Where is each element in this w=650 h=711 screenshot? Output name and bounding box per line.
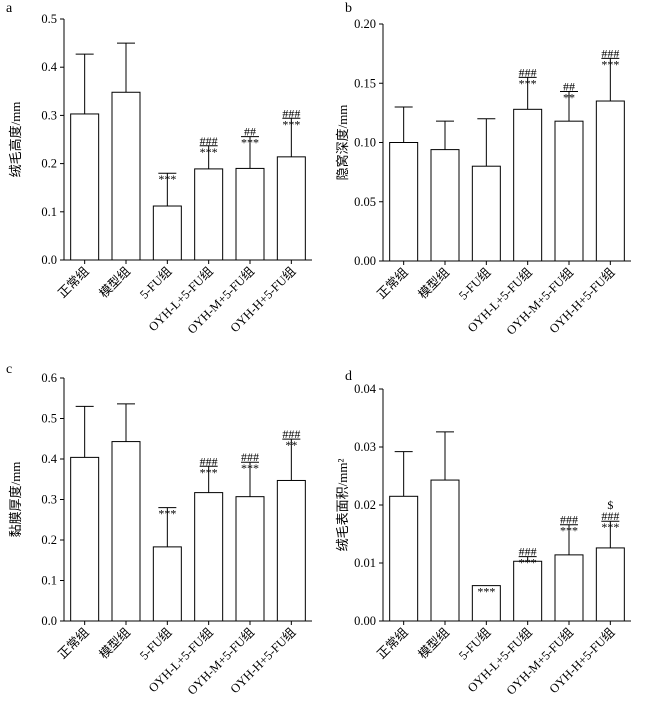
panel-b-significance-label: ### [601, 46, 619, 60]
panel-a-bar [235, 167, 265, 261]
panel-c-ytick-label: 0.1 [41, 574, 57, 588]
panel-c: c 0.0 0.1 0.2 0.3 0.4 0.5 0.6 黏膜厚度/mm 正常组 模型组 *** 5-… [6, 362, 312, 698]
panel-d-ytick-label: 0.04 [354, 382, 377, 396]
panel-a-ytick-label: 0.1 [41, 205, 57, 219]
panel-b-significance-label: ## [563, 80, 575, 94]
panel-b-bar [595, 100, 625, 262]
panel-d-significance-label: *** [477, 585, 495, 599]
panel-a-significance-label: *** [241, 136, 259, 150]
panel-c-bar [152, 546, 182, 622]
panel-a-category-label: 正常组 [55, 264, 91, 300]
panel-a-ytick-label: 0.3 [41, 108, 57, 122]
panel-c-ytick-label: 0.0 [41, 614, 57, 628]
panel-c-significance-label: *** [241, 461, 259, 475]
panel-d-ylabel: 绒毛表面积/mm² [335, 459, 350, 552]
panel-a-significance-label: *** [158, 172, 176, 186]
panel-c-bar [235, 496, 265, 622]
panel-d-category-label: 模型组 [416, 625, 452, 661]
panel-c-significance-label: *** [200, 465, 218, 479]
panel-c-significance-label: ### [241, 450, 259, 464]
panel-a-ylabel: 绒毛高度/mm [8, 102, 23, 178]
panel-b-bar [471, 165, 501, 262]
panel-d-significance-label: *** [601, 520, 619, 534]
panel-b-bar [513, 108, 543, 262]
panel-a-significance-label: *** [282, 117, 300, 131]
panel-d: d 0.00 0.01 0.02 0.03 0.04 绒毛表面积/mm² 正常组 模型组 *** 5… [335, 369, 631, 698]
panel-d-category-label: 正常组 [374, 625, 410, 661]
panel-b-category-label: 模型组 [416, 265, 452, 301]
panel-d-significance-label: *** [560, 524, 578, 538]
panel-b-ylabel: 隐窝深度/mm [335, 105, 350, 181]
panel-b-ytick-label: 0.10 [354, 136, 376, 150]
panel-a-bar [70, 113, 100, 261]
panel-a-bar [276, 156, 306, 261]
panel-d-significance-label: *** [519, 556, 537, 570]
panel-a-significance-label: ## [244, 125, 256, 139]
panel-b-ytick-label: 0.20 [354, 17, 376, 31]
panel-b-ytick-label: 0.00 [354, 254, 376, 268]
panel-a-significance-label: ### [200, 134, 218, 148]
panel-a-significance-label: ### [282, 106, 300, 120]
panel-c-ytick-label: 0.6 [41, 371, 57, 385]
panel-a-letter: a [6, 1, 13, 16]
panel-c-significance-label: ### [282, 427, 300, 441]
panel-d-ytick-label: 0.01 [354, 556, 376, 570]
panel-a-ytick-label: 0.2 [41, 157, 57, 171]
panel-b-ytick-label: 0.15 [354, 76, 376, 90]
panel-b: b 0.00 0.05 0.10 0.15 0.20 隐窝深度/mm 正常组 模型组 5-FU组 *… [335, 1, 631, 338]
panel-c-ytick-label: 0.5 [41, 412, 57, 426]
panel-b-significance-label: ### [519, 65, 537, 79]
panel-d-significance-label: ### [601, 509, 619, 523]
panel-c-letter: c [6, 362, 12, 377]
panel-a-bar [152, 205, 182, 261]
panel-d-bar [554, 554, 584, 622]
panel-c-significance-label: ### [200, 454, 218, 468]
panel-b-significance-label: ** [563, 91, 575, 105]
panel-c-bar [111, 441, 141, 622]
panel-b-bar [430, 149, 460, 262]
panel-b-category-label: 5-FU组 [456, 265, 493, 302]
panel-a-ytick-label: 0.0 [41, 253, 57, 267]
panel-b-category-label: 正常组 [374, 265, 410, 301]
panel-c-significance-label: ** [285, 438, 297, 452]
panel-d-bar [595, 547, 625, 622]
panel-c-bar [276, 479, 306, 622]
panel-d-significance-label: ### [560, 513, 578, 527]
panel-d-bar [389, 495, 419, 622]
panel-a-category-label: 5-FU组 [137, 264, 174, 301]
panel-a-ytick-label: 0.5 [41, 12, 57, 26]
panel-d-bar [430, 479, 460, 622]
panel-c-category-label: 正常组 [55, 625, 91, 661]
panel-d-ytick-label: 0.03 [354, 440, 376, 454]
panel-b-bar [554, 120, 584, 262]
panel-b-ytick-label: 0.05 [354, 195, 376, 209]
panel-d-significance-label: ### [519, 545, 537, 559]
panel-b-significance-label: *** [519, 76, 537, 90]
panel-a-ytick-label: 0.4 [41, 60, 57, 74]
panel-a-bar [111, 91, 141, 261]
panel-a-significance-label: *** [200, 145, 218, 159]
panel-b-bar [389, 142, 419, 262]
panel-c-category-label: 5-FU组 [137, 625, 174, 662]
panel-c-ylabel: 黏膜厚度/mm [8, 462, 23, 538]
panel-d-bar [513, 560, 543, 622]
panel-d-category-label: 5-FU组 [456, 625, 493, 662]
panel-b-letter: b [345, 1, 352, 16]
panel-d-ytick-label: 0.00 [354, 614, 376, 628]
panel-c-bar [70, 456, 100, 622]
panel-a: a 0.0 0.1 0.2 0.3 0.4 0.5 绒毛高度/mm 正常组 模型组 *** 5-FU组… [6, 1, 312, 337]
panel-d-ytick-label: 0.02 [354, 498, 376, 512]
panel-d-letter: d [345, 369, 352, 384]
panel-c-significance-label: *** [158, 507, 176, 521]
panel-c-ytick-label: 0.2 [41, 533, 57, 547]
panel-c-ytick-label: 0.3 [41, 493, 57, 507]
panel-d-significance-label: $ [607, 498, 613, 512]
panel-a-category-label: 模型组 [97, 264, 133, 300]
panel-c-bar [194, 492, 224, 622]
panel-b-significance-label: *** [601, 57, 619, 71]
panel-c-category-label: 模型组 [97, 625, 133, 661]
panel-a-bar [194, 168, 224, 261]
panel-c-ytick-label: 0.4 [41, 452, 57, 466]
